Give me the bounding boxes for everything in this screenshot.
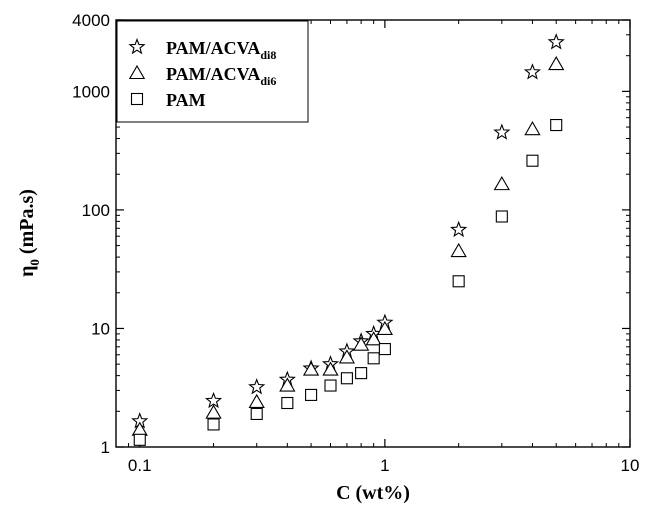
data-point-square xyxy=(250,407,263,421)
y-tick-label: 1 xyxy=(101,438,110,457)
data-point-square xyxy=(305,388,318,401)
data-point-triangle xyxy=(548,55,565,71)
legend-box xyxy=(116,20,309,123)
data-point-square xyxy=(133,433,146,446)
legend-marker-square xyxy=(130,92,144,106)
data-point-triangle xyxy=(365,331,382,346)
data-point-square xyxy=(367,352,380,365)
data-point-triangle xyxy=(131,421,148,436)
legend-label: PAM xyxy=(166,90,206,110)
legend-label-main: PAM xyxy=(166,90,206,110)
data-point-triangle xyxy=(279,377,296,392)
y-tick-label: 4000 xyxy=(72,11,110,30)
y-axis-title-symbol: η xyxy=(16,266,38,277)
legend-marker-star xyxy=(128,37,146,55)
legend-label: PAM/ACVAdi8 xyxy=(166,38,276,62)
data-point-triangle xyxy=(338,349,356,364)
data-point-square xyxy=(526,154,539,167)
x-tick-label: 0.1 xyxy=(128,456,152,475)
data-point-square xyxy=(281,396,294,410)
data-point-square xyxy=(324,379,337,392)
data-point-square xyxy=(355,367,368,380)
y-axis-title-subscript: 0 xyxy=(27,259,42,266)
plot-frame xyxy=(115,19,631,448)
data-point-star xyxy=(450,220,468,238)
legend-label: PAM/ACVAdi6 xyxy=(166,64,276,88)
x-axis-title: C (wt%) xyxy=(336,482,410,504)
data-point-star xyxy=(523,63,542,80)
legend-marker-triangle xyxy=(128,64,146,80)
legend-label-subscript: di8 xyxy=(260,48,276,62)
data-point-triangle xyxy=(524,121,541,136)
y-axis-title-unit: (mPa.s) xyxy=(16,189,38,259)
data-point-triangle xyxy=(322,361,339,376)
y-tick-labels: 1 10 100 1000 4000 xyxy=(72,11,110,457)
data-point-triangle xyxy=(493,176,510,191)
data-point-square xyxy=(495,210,508,223)
data-point-triangle xyxy=(376,320,394,336)
x-tick-label: 10 xyxy=(621,456,640,475)
data-point-square xyxy=(340,372,353,385)
data-point-triangle xyxy=(302,361,320,376)
legend-label-main: PAM/ACVA xyxy=(166,38,260,58)
data-markers xyxy=(131,33,565,446)
x-tick-label: 1 xyxy=(380,456,389,475)
data-point-triangle xyxy=(248,393,265,408)
y-tick-label: 100 xyxy=(82,201,110,220)
data-point-triangle xyxy=(352,336,370,351)
data-point-star xyxy=(204,391,223,409)
legend-label-subscript: di6 xyxy=(260,74,276,88)
data-point-star xyxy=(547,33,565,50)
data-point-triangle xyxy=(205,404,222,419)
data-point-star xyxy=(248,378,266,395)
data-point-square xyxy=(452,275,465,288)
data-point-square xyxy=(378,343,391,356)
x-tick-labels: 0.1 1 10 xyxy=(128,456,640,475)
y-axis-title: η0 (mPa.s) xyxy=(16,189,42,277)
data-point-square xyxy=(207,418,220,431)
data-point-square xyxy=(550,118,563,132)
y-tick-label: 1000 xyxy=(72,82,110,101)
data-point-triangle xyxy=(450,242,467,258)
y-tick-label: 10 xyxy=(91,319,110,338)
data-point-star xyxy=(493,123,511,140)
legend-label-main: PAM/ACVA xyxy=(166,64,260,84)
